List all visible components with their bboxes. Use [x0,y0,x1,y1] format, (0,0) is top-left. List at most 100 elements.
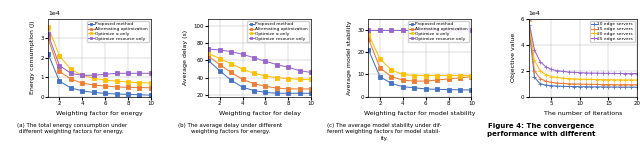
15 edge servers [531,70,538,72]
20 edge servers [616,79,623,81]
Optimize α only [262,75,269,77]
Optimize resource only [216,49,223,51]
Proposed method [101,93,109,94]
Alternating optimization [433,79,441,81]
25 edge servers [610,73,618,74]
15 edge servers [525,20,532,22]
Line: 20 edge servers: 20 edge servers [527,19,639,82]
15 edge servers [564,83,572,85]
Optimize α only [273,77,281,79]
25 edge servers [564,71,572,73]
Line: Alternating optimization: Alternating optimization [207,54,313,91]
20 edge servers [542,74,550,76]
Line: 10 edge servers: 10 edge servers [527,23,639,89]
Alternating optimization [44,37,52,39]
10 edge servers [564,85,572,87]
Alternating optimization [262,85,269,87]
Alternating optimization [445,78,452,80]
Optimize α only [90,77,97,79]
Proposed method [399,86,406,88]
25 edge servers [576,72,584,74]
20 edge servers [564,78,572,79]
Optimize α only [445,75,452,76]
10 edge servers [593,86,601,88]
20 edge servers [627,79,635,81]
Legend: Proposed method, Alternating optimization, Optimize α only, Optimize resource on: Proposed method, Alternating optimizatio… [408,21,469,42]
Optimize resource only [433,29,441,31]
10 edge servers [582,86,589,88]
Proposed method [44,53,52,55]
10 edge servers [616,86,623,88]
25 edge servers [570,71,578,73]
Legend: Proposed method, Alternating optimization, Optimize α only, Optimize resource on: Proposed method, Alternating optimizatio… [87,21,148,42]
Alternating optimization [136,87,143,88]
15 edge servers [536,78,544,79]
Optimize resource only [445,29,452,31]
Optimize resource only [296,70,303,72]
Proposed method [113,93,120,95]
Optimize resource only [262,60,269,62]
Proposed method [422,88,429,90]
10 edge servers [633,86,640,88]
15 edge servers [542,80,550,82]
X-axis label: Weighting factor for model stability: Weighting factor for model stability [364,111,476,116]
Optimize α only [456,75,464,76]
Legend: Proposed method, Alternating optimization, Optimize α only, Optimize resource on: Proposed method, Alternating optimizatio… [247,21,309,42]
Line: Proposed method: Proposed method [46,52,153,97]
Optimize α only [204,52,212,54]
20 edge servers [588,78,595,80]
Optimize resource only [147,72,155,74]
Y-axis label: Average model stability: Average model stability [347,20,352,95]
10 edge servers [554,85,561,87]
Proposed method [239,86,246,88]
10 edge servers [621,86,629,88]
X-axis label: Weighting factor for energy: Weighting factor for energy [56,111,143,116]
Proposed method [273,92,281,94]
20 edge servers [633,79,640,81]
10 edge servers [548,85,556,87]
Proposed method [79,90,86,92]
Proposed method [204,59,212,61]
Optimize resource only [365,29,372,31]
15 edge servers [588,83,595,85]
15 edge servers [582,83,589,85]
Alternating optimization [387,76,395,78]
15 edge servers [616,84,623,85]
Alternating optimization [67,78,75,80]
Optimize resource only [101,73,109,75]
Alternating optimization [56,71,63,72]
Optimize α only [250,72,258,74]
20 edge servers [593,79,601,80]
Optimize α only [387,69,395,71]
Optimize α only [216,58,223,60]
Alternating optimization [239,78,246,80]
25 edge servers [536,61,544,63]
Line: Optimize resource only: Optimize resource only [46,33,153,77]
Text: (b) The average delay under different
weighting factors for energy.: (b) The average delay under different we… [179,123,282,134]
Alternating optimization [250,83,258,85]
25 edge servers [621,73,629,75]
Line: Proposed method: Proposed method [207,59,313,95]
Optimize α only [284,78,292,79]
10 edge servers [627,86,635,88]
Text: (a) The total energy consumption under
different weighting factors for energy.: (a) The total energy consumption under d… [17,123,127,134]
Legend: 10 edge servers, 15 edge servers, 20 edge servers, 25 edge servers: 10 edge servers, 15 edge servers, 20 edg… [590,21,635,42]
Alternating optimization [204,55,212,57]
10 edge servers [542,84,550,86]
25 edge servers [627,73,635,75]
Proposed method [307,92,315,94]
15 edge servers [570,83,578,85]
Proposed method [216,70,223,72]
Proposed method [410,87,418,89]
15 edge servers [599,84,607,85]
Proposed method [136,94,143,96]
Proposed method [262,91,269,93]
Proposed method [376,76,384,78]
Optimize α only [468,75,476,76]
25 edge servers [593,72,601,74]
Optimize resource only [136,72,143,74]
Optimize α only [56,55,63,57]
25 edge servers [554,70,561,72]
Line: 25 edge servers: 25 edge servers [527,18,639,76]
10 edge servers [605,86,612,88]
